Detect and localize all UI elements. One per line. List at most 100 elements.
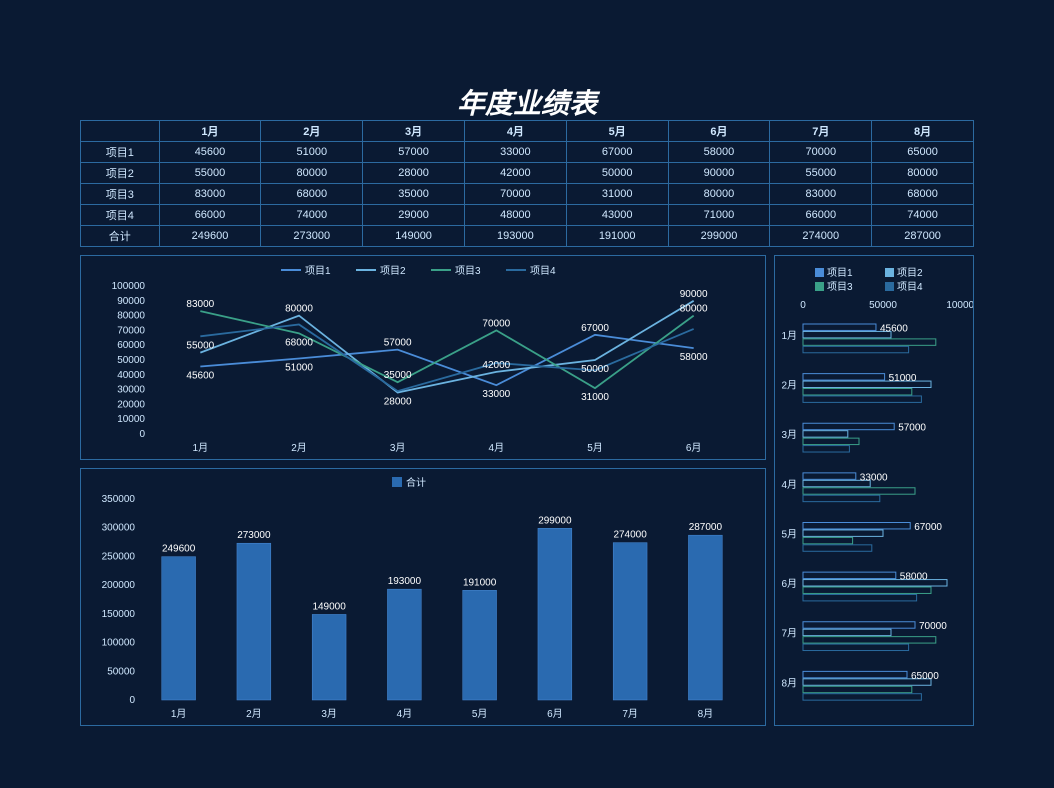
- table-cell: 74000: [872, 205, 974, 226]
- svg-text:65000: 65000: [911, 671, 939, 682]
- table-cell: 70000: [464, 184, 566, 205]
- svg-text:90000: 90000: [117, 296, 145, 307]
- col-header: 8月: [872, 121, 974, 142]
- table-cell: 90000: [668, 163, 770, 184]
- table-cell: 80000: [668, 184, 770, 205]
- table-cell: 66000: [159, 205, 261, 226]
- svg-text:50000: 50000: [869, 300, 897, 311]
- svg-text:70000: 70000: [482, 318, 510, 329]
- svg-text:5月: 5月: [587, 442, 603, 454]
- svg-text:0: 0: [139, 429, 145, 440]
- row-header: 项目3: [81, 184, 160, 205]
- svg-text:45600: 45600: [880, 323, 908, 334]
- data-table: 1月2月3月4月5月6月7月8月项目1456005100057000330006…: [80, 120, 974, 247]
- svg-text:149000: 149000: [312, 601, 346, 612]
- table-cell: 55000: [770, 163, 872, 184]
- table-cell: 31000: [566, 184, 668, 205]
- col-header: 2月: [261, 121, 363, 142]
- svg-text:35000: 35000: [384, 370, 412, 381]
- svg-text:68000: 68000: [285, 337, 313, 348]
- page-title: 年度业绩表: [0, 82, 1054, 122]
- table-cell: 274000: [770, 226, 872, 247]
- svg-text:6月: 6月: [547, 708, 563, 720]
- table-cell: 43000: [566, 205, 668, 226]
- col-header: 7月: [770, 121, 872, 142]
- table-cell: 51000: [261, 142, 363, 163]
- svg-text:3月: 3月: [321, 708, 337, 720]
- svg-text:58000: 58000: [680, 352, 708, 363]
- svg-text:10000: 10000: [117, 414, 145, 425]
- svg-text:57000: 57000: [384, 338, 412, 349]
- svg-text:55000: 55000: [186, 341, 214, 352]
- svg-text:50000: 50000: [581, 364, 609, 375]
- svg-text:51000: 51000: [889, 373, 917, 384]
- svg-text:4月: 4月: [489, 442, 505, 454]
- table-cell: 83000: [770, 184, 872, 205]
- table-cell: 83000: [159, 184, 261, 205]
- svg-text:70000: 70000: [919, 621, 947, 632]
- line-chart: 项目1项目2项目3项目40100002000030000400005000060…: [80, 255, 766, 460]
- col-header: 6月: [668, 121, 770, 142]
- row-header: 项目2: [81, 163, 160, 184]
- svg-text:30000: 30000: [117, 385, 145, 396]
- table-cell: 193000: [464, 226, 566, 247]
- svg-text:7月: 7月: [622, 708, 638, 720]
- table-cell: 29000: [363, 205, 465, 226]
- svg-text:249600: 249600: [162, 544, 196, 555]
- bar-chart: 合计05000010000015000020000025000030000035…: [80, 468, 766, 726]
- table-cell: 74000: [261, 205, 363, 226]
- table-cell: 50000: [566, 163, 668, 184]
- svg-text:200000: 200000: [102, 580, 136, 591]
- svg-text:60000: 60000: [117, 340, 145, 351]
- table-cell: 273000: [261, 226, 363, 247]
- svg-text:58000: 58000: [900, 572, 928, 583]
- svg-text:项目4: 项目4: [530, 265, 556, 277]
- svg-text:8月: 8月: [698, 708, 714, 720]
- col-header: 3月: [363, 121, 465, 142]
- svg-text:70000: 70000: [117, 325, 145, 336]
- table-cell: 80000: [261, 163, 363, 184]
- table-cell: 68000: [261, 184, 363, 205]
- svg-text:100000: 100000: [946, 300, 973, 311]
- svg-text:3月: 3月: [781, 429, 797, 441]
- svg-text:300000: 300000: [102, 523, 136, 534]
- svg-text:193000: 193000: [388, 576, 422, 587]
- svg-text:287000: 287000: [689, 522, 723, 533]
- svg-text:1月: 1月: [171, 708, 187, 720]
- svg-text:28000: 28000: [384, 397, 412, 408]
- table-cell: 67000: [566, 142, 668, 163]
- svg-text:2月: 2月: [291, 442, 307, 454]
- svg-text:4月: 4月: [397, 708, 413, 720]
- svg-text:299000: 299000: [538, 515, 572, 526]
- svg-text:51000: 51000: [285, 363, 313, 374]
- table-cell: 71000: [668, 205, 770, 226]
- svg-text:合计: 合计: [406, 476, 426, 489]
- svg-text:67000: 67000: [914, 522, 942, 533]
- table-cell: 45600: [159, 142, 261, 163]
- svg-text:100000: 100000: [112, 281, 146, 292]
- svg-text:80000: 80000: [117, 311, 145, 322]
- table-cell: 149000: [363, 226, 465, 247]
- table-cell: 35000: [363, 184, 465, 205]
- svg-text:0: 0: [800, 300, 806, 311]
- table-cell: 68000: [872, 184, 974, 205]
- table-cell: 33000: [464, 142, 566, 163]
- svg-text:250000: 250000: [102, 551, 136, 562]
- row-header: 项目4: [81, 205, 160, 226]
- svg-text:项目1: 项目1: [827, 267, 853, 279]
- svg-text:50000: 50000: [107, 666, 135, 677]
- svg-text:2月: 2月: [781, 380, 797, 392]
- svg-text:项目4: 项目4: [897, 281, 923, 293]
- table-cell: 287000: [872, 226, 974, 247]
- table-cell: 299000: [668, 226, 770, 247]
- svg-text:4月: 4月: [781, 479, 797, 491]
- table-cell: 70000: [770, 142, 872, 163]
- svg-text:40000: 40000: [117, 370, 145, 381]
- svg-text:2月: 2月: [246, 708, 262, 720]
- table-cell: 249600: [159, 226, 261, 247]
- svg-text:5月: 5月: [781, 528, 797, 540]
- svg-text:项目3: 项目3: [455, 265, 481, 277]
- svg-text:273000: 273000: [237, 530, 271, 541]
- row-header: 合计: [81, 226, 160, 247]
- svg-text:67000: 67000: [581, 323, 609, 334]
